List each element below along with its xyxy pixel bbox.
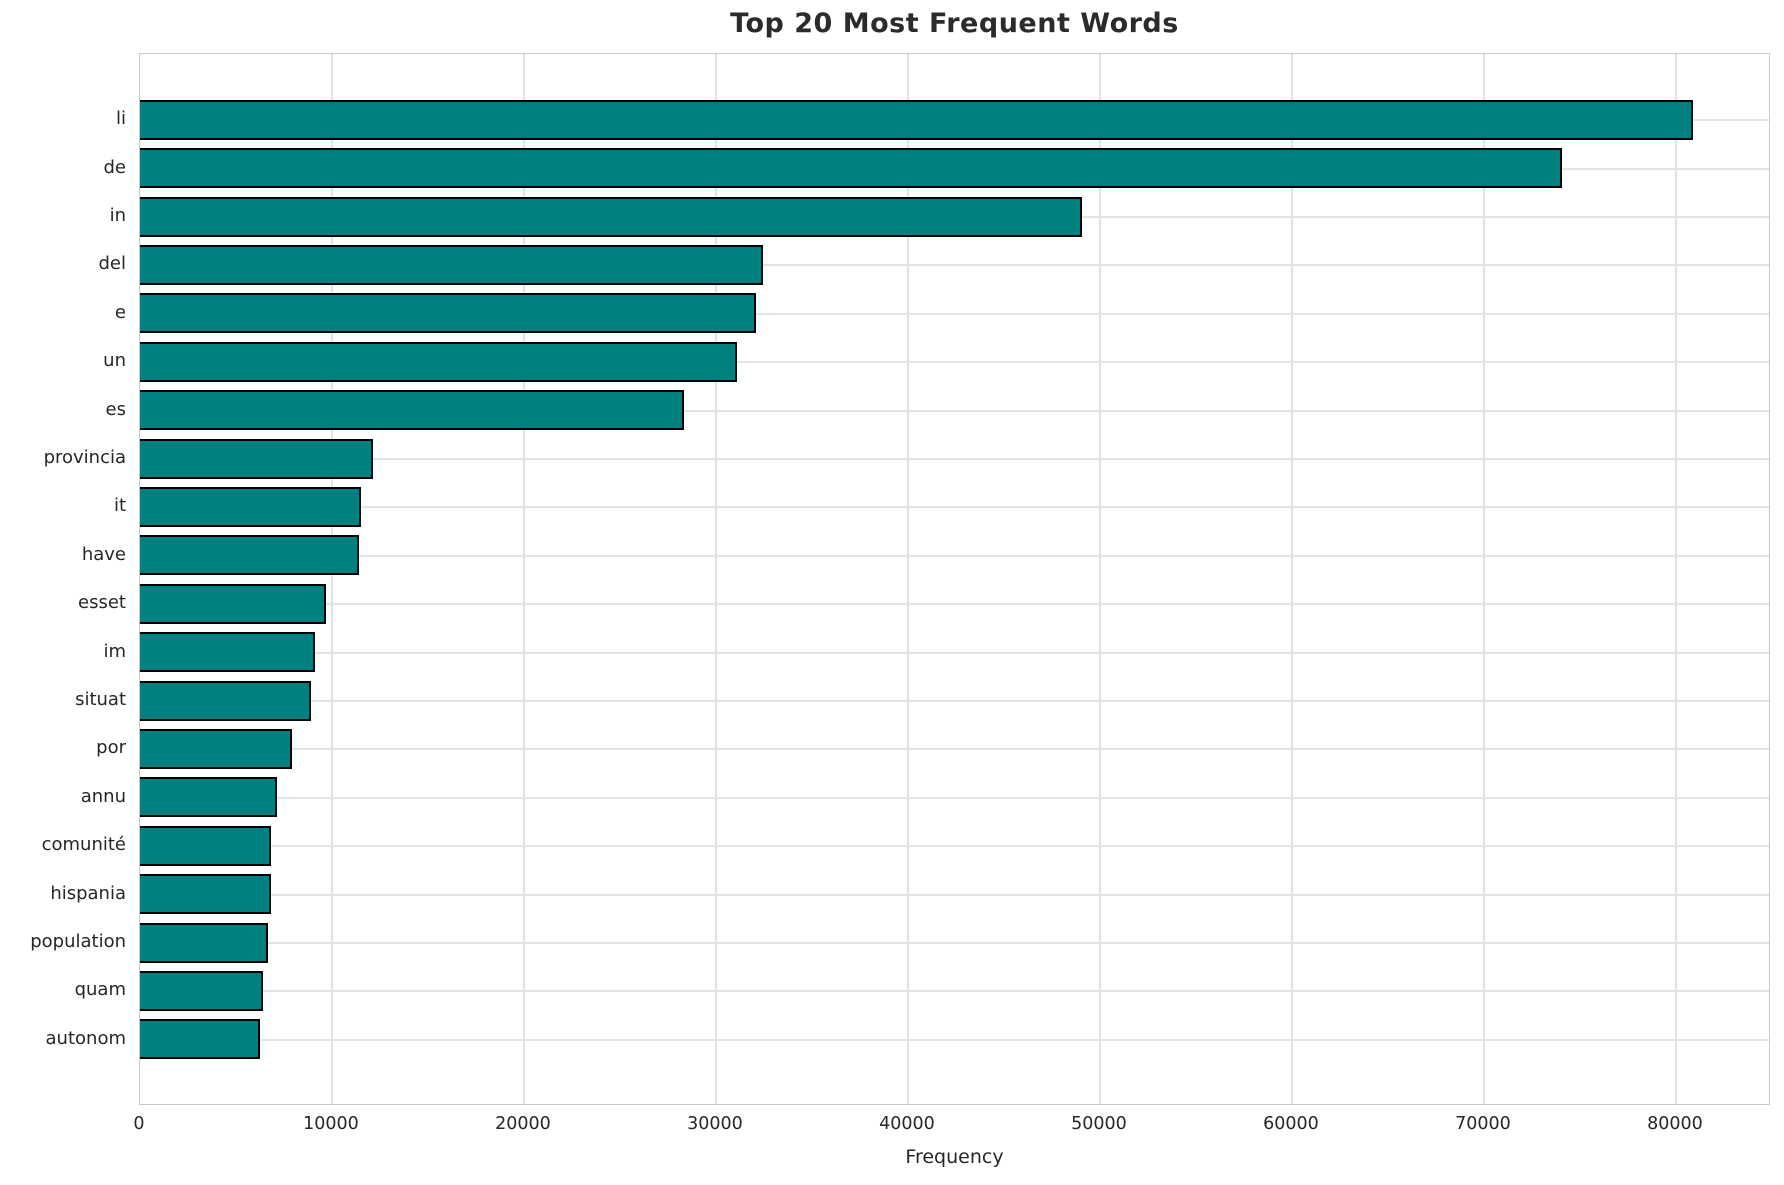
bar-have — [140, 535, 360, 576]
bar-it — [140, 486, 362, 527]
gridline-y-del — [140, 264, 1769, 267]
plot-area — [139, 53, 1770, 1105]
gridline-x-20000 — [522, 54, 525, 1104]
y-tick-label-provincia: provincia — [43, 447, 126, 468]
gridline-x-70000 — [1482, 54, 1485, 1104]
gridline-x-40000 — [906, 54, 909, 1104]
y-tick-label-situat: situat — [75, 689, 126, 710]
y-tick-label-e: e — [114, 301, 126, 323]
y-tick-label-quam: quam — [74, 979, 126, 1001]
y-tick-label-hispania: hispania — [50, 882, 126, 904]
x-tick-label-80000: 80000 — [1647, 1114, 1703, 1134]
y-tick-label-un: un — [103, 350, 126, 372]
x-tick-label-70000: 70000 — [1455, 1114, 1511, 1134]
bar-un — [140, 341, 737, 382]
bar-in — [140, 196, 1083, 237]
x-tick-label-60000: 60000 — [1263, 1114, 1319, 1134]
gridline-y-esset — [140, 603, 1769, 606]
x-tick-label-50000: 50000 — [1071, 1114, 1127, 1134]
y-tick-label-por: por — [96, 737, 126, 759]
y-tick-label-annu: annu — [80, 785, 126, 807]
bar-esset — [140, 583, 326, 624]
gridline-x-60000 — [1290, 54, 1293, 1104]
bar-es — [140, 390, 684, 431]
bar-de — [140, 148, 1563, 189]
x-tick-label-20000: 20000 — [495, 1114, 551, 1134]
gridline-y-im — [140, 651, 1769, 654]
gridline-y-hispania — [140, 893, 1769, 896]
bar-autonom — [140, 1019, 261, 1060]
y-tick-label-it: it — [113, 495, 126, 517]
y-tick-label-de: de — [103, 156, 127, 178]
gridline-x-80000 — [1674, 54, 1677, 1104]
gridline-y-population — [140, 942, 1769, 944]
gridline-y-it — [140, 506, 1769, 509]
gridline-y-situat — [140, 700, 1769, 702]
bar-hispania — [140, 874, 271, 915]
x-tick-label-0: 0 — [133, 1114, 145, 1134]
gridline-x-10000 — [330, 54, 333, 1104]
bar-del — [140, 244, 764, 285]
y-tick-label-comunité: comunité — [41, 834, 126, 856]
y-tick-label-del: del — [98, 253, 126, 275]
gridline-y-e — [140, 312, 1769, 315]
gridline-y-por — [140, 748, 1769, 751]
y-tick-label-esset: esset — [78, 592, 126, 614]
y-tick-label-in: in — [109, 205, 126, 226]
gridline-x-50000 — [1098, 54, 1101, 1104]
y-tick-label-es: es — [105, 398, 126, 420]
gridline-y-have — [140, 554, 1769, 557]
gridline-y-comunité — [140, 845, 1769, 848]
x-tick-label-10000: 10000 — [303, 1114, 359, 1134]
bar-im — [140, 632, 316, 673]
bar-situat — [140, 680, 312, 721]
y-tick-label-autonom: autonom — [45, 1027, 126, 1049]
bar-provincia — [140, 438, 373, 479]
x-axis-label: Frequency — [905, 1146, 1004, 1168]
y-tick-label-im: im — [103, 640, 126, 662]
gridline-y-un — [140, 361, 1769, 364]
x-tick-label-30000: 30000 — [687, 1114, 743, 1134]
y-tick-label-li: li — [115, 108, 126, 130]
gridline-y-annu — [140, 796, 1769, 799]
bar-li — [140, 99, 1693, 140]
gridline-y-es — [140, 409, 1769, 412]
chart-title: Top 20 Most Frequent Words — [730, 8, 1179, 39]
bar-e — [140, 293, 756, 334]
gridline-y-autonom — [140, 1038, 1769, 1041]
bar-comunité — [140, 825, 272, 866]
bar-por — [140, 728, 293, 769]
gridline-y-provincia — [140, 458, 1769, 460]
bar-annu — [140, 777, 277, 818]
x-tick-label-40000: 40000 — [879, 1114, 935, 1134]
gridline-x-30000 — [714, 54, 717, 1104]
bar-population — [140, 922, 269, 963]
gridline-y-quam — [140, 990, 1769, 993]
y-tick-label-have: have — [81, 543, 126, 565]
y-tick-label-population: population — [30, 931, 126, 952]
bar-quam — [140, 970, 264, 1011]
